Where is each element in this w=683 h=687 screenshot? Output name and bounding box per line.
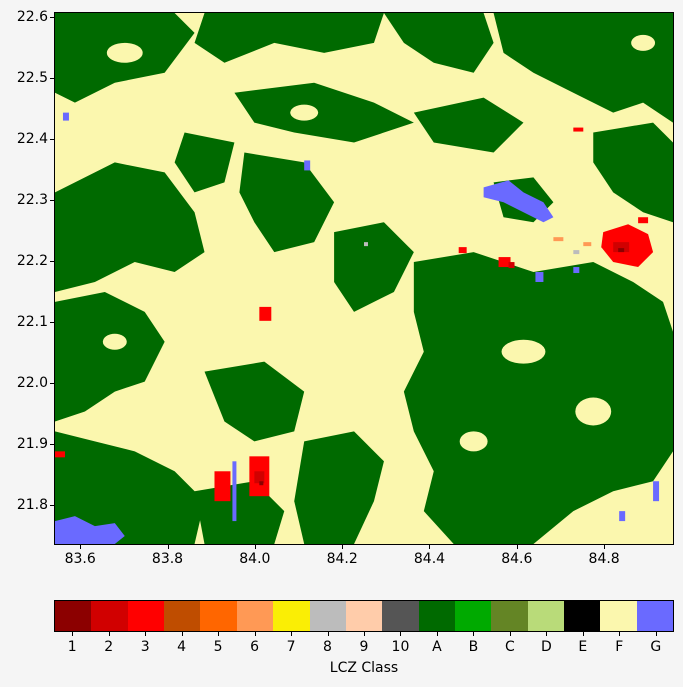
colorbar-tick-label: 9 xyxy=(359,639,369,655)
y-tick-label: 21.9 xyxy=(16,436,48,453)
colorbar-swatch-d xyxy=(527,601,565,631)
x-tick-mark xyxy=(429,545,430,549)
colorbar-tick-mark xyxy=(546,632,547,636)
colorbar-tick-label: B xyxy=(468,639,479,655)
y-tick-mark xyxy=(50,505,54,506)
colorbar-tick-label: C xyxy=(504,639,515,655)
class-a-regions xyxy=(55,13,673,544)
y-tick-mark xyxy=(50,261,54,262)
y-tick-label: 22.3 xyxy=(16,192,48,209)
x-tick-mark xyxy=(604,545,605,549)
colorbar-tick-mark xyxy=(473,632,474,636)
colorbar-swatch-8 xyxy=(309,601,346,631)
colorbar-swatch-6 xyxy=(236,601,274,631)
colorbar-tick-mark xyxy=(291,632,292,636)
class-8-industry xyxy=(364,242,580,255)
x-tick-label: 84.4 xyxy=(413,551,446,567)
colorbar-tick-mark xyxy=(182,632,183,636)
colorbar-tick-label: A xyxy=(432,639,442,655)
colorbar-swatch-1 xyxy=(55,601,92,631)
colorbar-tick-mark xyxy=(619,632,620,636)
colorbar-tick-label: 3 xyxy=(140,639,150,655)
colorbar-tick-label: 5 xyxy=(213,639,223,655)
y-tick-mark xyxy=(50,444,54,445)
colorbar-swatch-9 xyxy=(345,601,383,631)
colorbar-swatch-5 xyxy=(200,601,237,631)
colorbar-tick-label: E xyxy=(578,639,588,655)
colorbar-tick-mark xyxy=(437,632,438,636)
class-f-patches xyxy=(102,34,656,452)
x-tick-mark xyxy=(80,545,81,549)
y-tick-label: 22.6 xyxy=(16,8,48,25)
y-tick-label: 22.1 xyxy=(16,314,48,331)
y-tick-mark xyxy=(50,322,54,323)
colorbar-tick-label: G xyxy=(650,639,662,655)
x-tick-label: 84.6 xyxy=(501,551,533,567)
colorbar-swatch-3 xyxy=(127,601,165,631)
colorbar-tick-label: 7 xyxy=(286,639,296,655)
lcz-colorbar xyxy=(54,600,674,632)
y-tick-mark xyxy=(50,200,54,201)
y-tick-label: 22.5 xyxy=(16,69,48,86)
colorbar-swatch-10 xyxy=(382,601,419,631)
colorbar-swatch-4 xyxy=(164,601,201,631)
colorbar-swatch-b xyxy=(454,601,492,631)
colorbar-tick-mark xyxy=(145,632,146,636)
y-tick-mark xyxy=(50,17,54,18)
colorbar-tick-mark xyxy=(510,632,511,636)
colorbar-tick-label: 6 xyxy=(250,639,260,655)
colorbar-tick-mark xyxy=(72,632,73,636)
colorbar-swatch-f xyxy=(600,601,637,631)
class-g-water xyxy=(55,112,660,544)
class-2-urban xyxy=(254,242,630,484)
colorbar-tick-label: F xyxy=(615,639,624,655)
colorbar-tick-label: 4 xyxy=(177,639,187,655)
y-tick-label: 22.2 xyxy=(16,253,48,270)
x-tick-label: 83.6 xyxy=(64,551,96,567)
colorbar-tick-mark xyxy=(364,632,365,636)
colorbar-title: LCZ Class xyxy=(329,660,399,676)
x-tick-label: 84.2 xyxy=(326,551,358,567)
colorbar-tick-label: D xyxy=(540,639,552,655)
class-6-sparse xyxy=(553,237,592,247)
lcz-map xyxy=(54,12,674,545)
x-tick-mark xyxy=(168,545,169,549)
lcz-raster xyxy=(55,13,673,544)
colorbar-swatch-g xyxy=(636,601,674,631)
colorbar-tick-label: 2 xyxy=(104,639,114,655)
colorbar-tick-label: 10 xyxy=(391,639,410,655)
colorbar-tick-label: 8 xyxy=(323,639,332,655)
y-tick-label: 21.8 xyxy=(16,497,48,514)
colorbar-swatch-2 xyxy=(91,601,128,631)
colorbar-swatch-c xyxy=(491,601,528,631)
colorbar-tick-mark xyxy=(109,632,110,636)
x-tick-label: 84.8 xyxy=(588,551,620,567)
x-tick-mark xyxy=(342,545,343,549)
y-tick-mark xyxy=(50,139,54,140)
x-tick-label: 84.0 xyxy=(239,551,271,567)
colorbar-swatch-e xyxy=(564,601,601,631)
colorbar-tick-mark xyxy=(328,632,329,636)
y-tick-label: 22.4 xyxy=(16,130,48,147)
colorbar-tick-mark xyxy=(583,632,584,636)
colorbar-swatch-a xyxy=(418,601,455,631)
colorbar-tick-mark xyxy=(218,632,219,636)
class-1-urban xyxy=(259,248,625,486)
y-tick-label: 22.0 xyxy=(16,375,48,392)
y-tick-mark xyxy=(50,78,54,79)
colorbar-tick-mark xyxy=(255,632,256,636)
x-tick-label: 83.8 xyxy=(151,551,184,567)
colorbar-tick-mark xyxy=(400,632,401,636)
x-tick-mark xyxy=(517,545,518,549)
y-tick-mark xyxy=(50,383,54,384)
colorbar-swatch-7 xyxy=(273,601,310,631)
colorbar-tick-mark xyxy=(656,632,657,636)
colorbar-tick-label: 1 xyxy=(67,639,77,655)
x-tick-mark xyxy=(255,545,256,549)
